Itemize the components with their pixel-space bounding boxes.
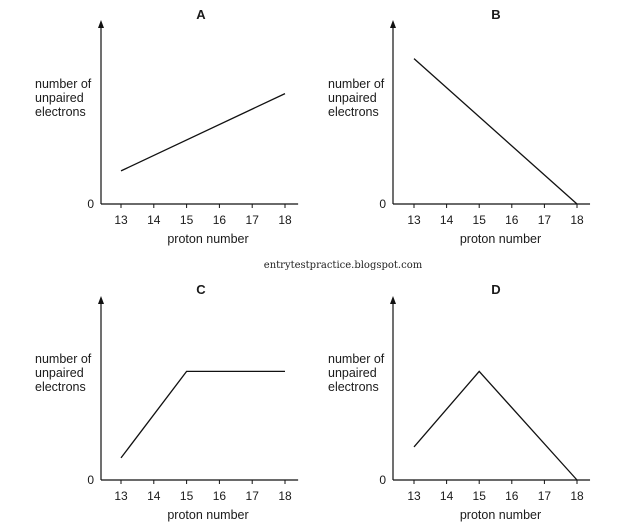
x-tick-label: 14 xyxy=(440,213,454,227)
x-axis-label: proton number xyxy=(167,508,248,522)
y-axis-label: unpaired xyxy=(35,366,84,380)
y-axis-label: number of xyxy=(328,77,385,91)
x-tick-label: 13 xyxy=(114,489,128,503)
x-tick-label: 16 xyxy=(505,489,519,503)
x-tick-label: 15 xyxy=(473,213,487,227)
series-line xyxy=(413,370,578,481)
y-axis-arrow xyxy=(98,296,104,304)
series-line xyxy=(413,58,578,205)
x-tick-label: 18 xyxy=(570,213,584,227)
x-tick-label: 17 xyxy=(538,213,552,227)
y-tick-label: 0 xyxy=(87,473,94,487)
x-tick-label: 13 xyxy=(407,489,421,503)
x-axis-label: proton number xyxy=(460,232,541,246)
chart-title: D xyxy=(491,282,500,297)
y-tick-label: 0 xyxy=(379,197,386,211)
x-tick-label: 13 xyxy=(407,213,421,227)
x-tick-label: 18 xyxy=(278,213,292,227)
y-axis-arrow xyxy=(390,296,396,304)
y-axis-label: electrons xyxy=(35,380,86,394)
watermark: entrytestpractice.blogspot.com xyxy=(264,260,423,271)
x-tick-label: 14 xyxy=(147,489,161,503)
x-tick-label: 18 xyxy=(570,489,584,503)
x-tick-label: 16 xyxy=(213,489,227,503)
y-axis-label: electrons xyxy=(35,105,86,119)
y-axis-label: number of xyxy=(328,352,385,366)
chart-title: A xyxy=(196,7,206,22)
x-axis-label: proton number xyxy=(460,508,541,522)
y-axis-label: number of xyxy=(35,352,92,366)
x-tick-label: 16 xyxy=(213,213,227,227)
y-axis-label: electrons xyxy=(328,105,379,119)
x-tick-label: 14 xyxy=(440,489,454,503)
y-axis-label: unpaired xyxy=(328,91,377,105)
y-tick-label: 0 xyxy=(87,197,94,211)
x-tick-label: 14 xyxy=(147,213,161,227)
y-tick-label: 0 xyxy=(379,473,386,487)
y-axis-label: number of xyxy=(35,77,92,91)
series-line xyxy=(120,93,286,172)
x-tick-label: 17 xyxy=(246,489,260,503)
x-tick-label: 17 xyxy=(538,489,552,503)
x-tick-label: 15 xyxy=(473,489,487,503)
x-tick-label: 15 xyxy=(180,213,194,227)
y-axis-label: unpaired xyxy=(35,91,84,105)
y-axis-arrow xyxy=(390,20,396,28)
x-tick-label: 17 xyxy=(246,213,260,227)
y-axis-label: unpaired xyxy=(328,366,377,380)
x-tick-label: 13 xyxy=(114,213,128,227)
y-axis-label: electrons xyxy=(328,380,379,394)
chart-title: C xyxy=(196,282,206,297)
x-tick-label: 18 xyxy=(278,489,292,503)
chart-title: B xyxy=(491,7,500,22)
series-line xyxy=(120,370,285,459)
y-axis-arrow xyxy=(98,20,104,28)
x-axis-label: proton number xyxy=(167,232,248,246)
x-tick-label: 16 xyxy=(505,213,519,227)
x-tick-label: 15 xyxy=(180,489,194,503)
